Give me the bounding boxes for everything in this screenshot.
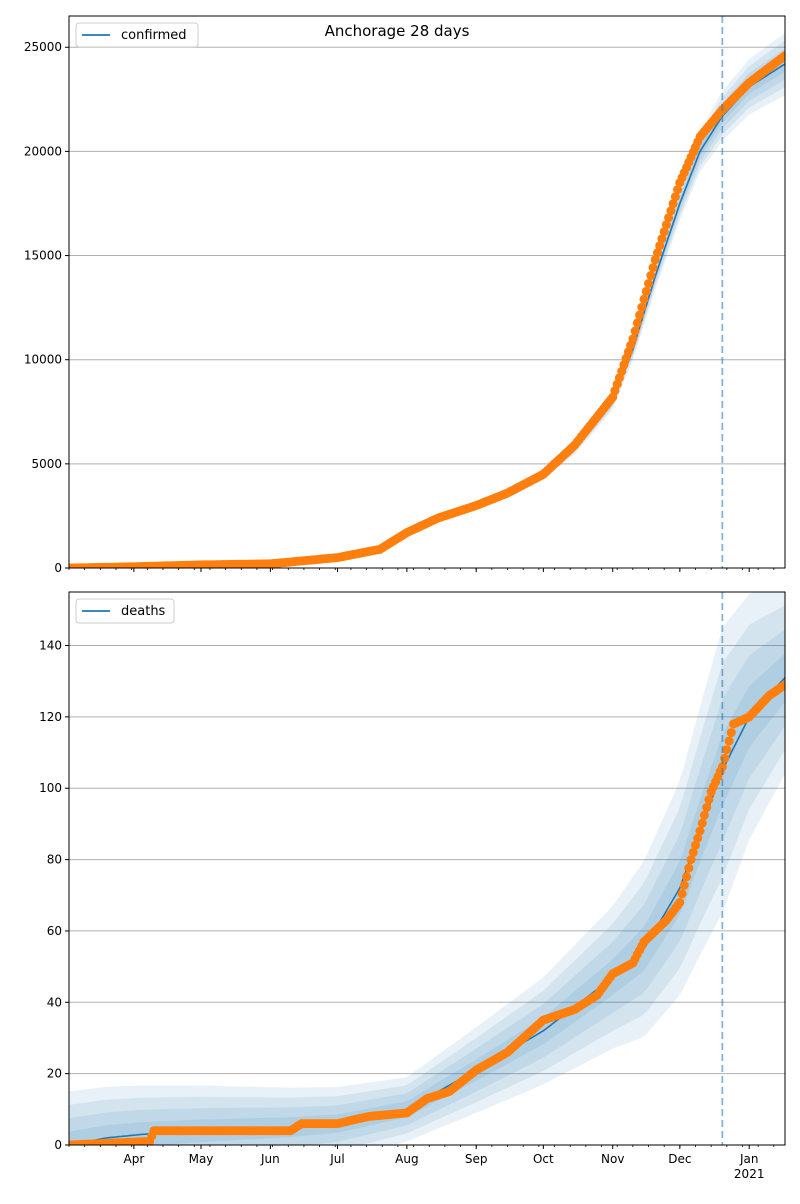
observed-point xyxy=(693,833,703,843)
observed-point xyxy=(666,206,676,216)
observed-point xyxy=(628,334,638,344)
y-tick-label: 0 xyxy=(54,561,62,575)
observed-point xyxy=(695,826,705,836)
observed-point xyxy=(641,286,651,296)
observed-point xyxy=(675,897,685,907)
uncertainty-band-1 xyxy=(69,592,785,1145)
deaths-panel: 0 20 40 60 80 100 120 140 Apr May Jun Jul Aug Sep Oct N… xyxy=(39,591,786,1181)
observed-point xyxy=(670,192,680,202)
legend-box xyxy=(75,22,199,48)
legend-box xyxy=(75,598,175,624)
y-tick-label: 25000 xyxy=(24,40,62,54)
legend-label: confirmed xyxy=(121,28,187,43)
observed-point xyxy=(704,795,714,805)
x-tick-label: Sep xyxy=(465,1152,488,1166)
y-tick-label: 15000 xyxy=(24,249,62,263)
y-tick-label: 10000 xyxy=(24,353,62,367)
observed-point xyxy=(648,263,658,273)
y-tick-label: 140 xyxy=(39,639,62,653)
observed-point xyxy=(780,680,785,690)
uncertainty-band-1 xyxy=(69,32,785,568)
legend: deaths xyxy=(75,598,175,624)
observed-point xyxy=(726,728,736,738)
y-tick-label: 20000 xyxy=(24,144,62,158)
x-tick-year-label: 2021 xyxy=(734,1167,765,1181)
observed-point xyxy=(664,213,674,223)
x-tick-label: Jan xyxy=(739,1152,759,1166)
legend: confirmed xyxy=(75,22,199,48)
observed-point xyxy=(659,227,669,237)
observed-point xyxy=(702,803,712,812)
x-tick-label: Jun xyxy=(260,1152,280,1166)
model-line xyxy=(69,63,785,568)
observed-point xyxy=(650,255,660,265)
observed-point xyxy=(673,185,683,195)
observed-point xyxy=(688,847,698,857)
uncertainty-band-3 xyxy=(69,629,785,1145)
observed-point xyxy=(717,762,727,772)
legend-label: deaths xyxy=(121,604,166,619)
y-tick-label: 0 xyxy=(54,1138,62,1152)
observed-point xyxy=(630,326,640,336)
observed-point xyxy=(724,736,734,746)
x-tick-label: Nov xyxy=(601,1152,624,1166)
observed-point xyxy=(699,810,709,820)
x-tick-label: Aug xyxy=(395,1152,418,1166)
y-tick-label: 20 xyxy=(47,1067,62,1081)
observed-point xyxy=(653,248,662,258)
y-tick-label: 60 xyxy=(47,924,62,938)
observed-point xyxy=(780,51,785,61)
x-tick-label: Oct xyxy=(533,1152,554,1166)
observed-point xyxy=(644,279,653,288)
observed-point xyxy=(697,818,707,828)
y-tick-label: 40 xyxy=(47,995,62,1009)
y-tick-label: 120 xyxy=(39,710,62,724)
uncertainty-band-4 xyxy=(69,56,785,568)
y-tick-label: 100 xyxy=(39,781,62,795)
x-tick-label: Dec xyxy=(668,1152,691,1166)
y-tick-label: 80 xyxy=(47,853,62,867)
observed-point xyxy=(691,840,700,850)
y-tick-label: 5000 xyxy=(31,457,62,471)
observed-point xyxy=(679,880,689,890)
observed-point xyxy=(661,220,671,230)
x-tick-label: May xyxy=(189,1152,214,1166)
uncertainty-band-3 xyxy=(69,48,785,568)
axes-frame xyxy=(68,15,786,569)
observed-point xyxy=(637,302,647,312)
observed-point xyxy=(657,234,667,244)
observed-point xyxy=(632,318,642,328)
observed-point xyxy=(722,745,732,755)
observed-point xyxy=(668,199,678,209)
observed-point xyxy=(655,241,665,251)
observed-point xyxy=(682,872,692,882)
x-tick-label: Apr xyxy=(124,1152,145,1166)
observed-point xyxy=(639,294,649,304)
axes-frame xyxy=(68,591,786,1146)
observed-point xyxy=(677,889,687,899)
confirmed-panel: 0 5000 10000 15000 20000 25000 confirmed xyxy=(24,15,786,575)
figure-title: Anchorage 28 days xyxy=(325,22,470,40)
x-tick-label: Jul xyxy=(329,1152,344,1166)
observed-point xyxy=(635,310,645,320)
uncertainty-band-2 xyxy=(69,40,785,568)
observed-point xyxy=(684,863,694,873)
observed-point xyxy=(646,271,656,280)
observed-point xyxy=(686,855,696,865)
uncertainty-band-2 xyxy=(69,605,785,1145)
